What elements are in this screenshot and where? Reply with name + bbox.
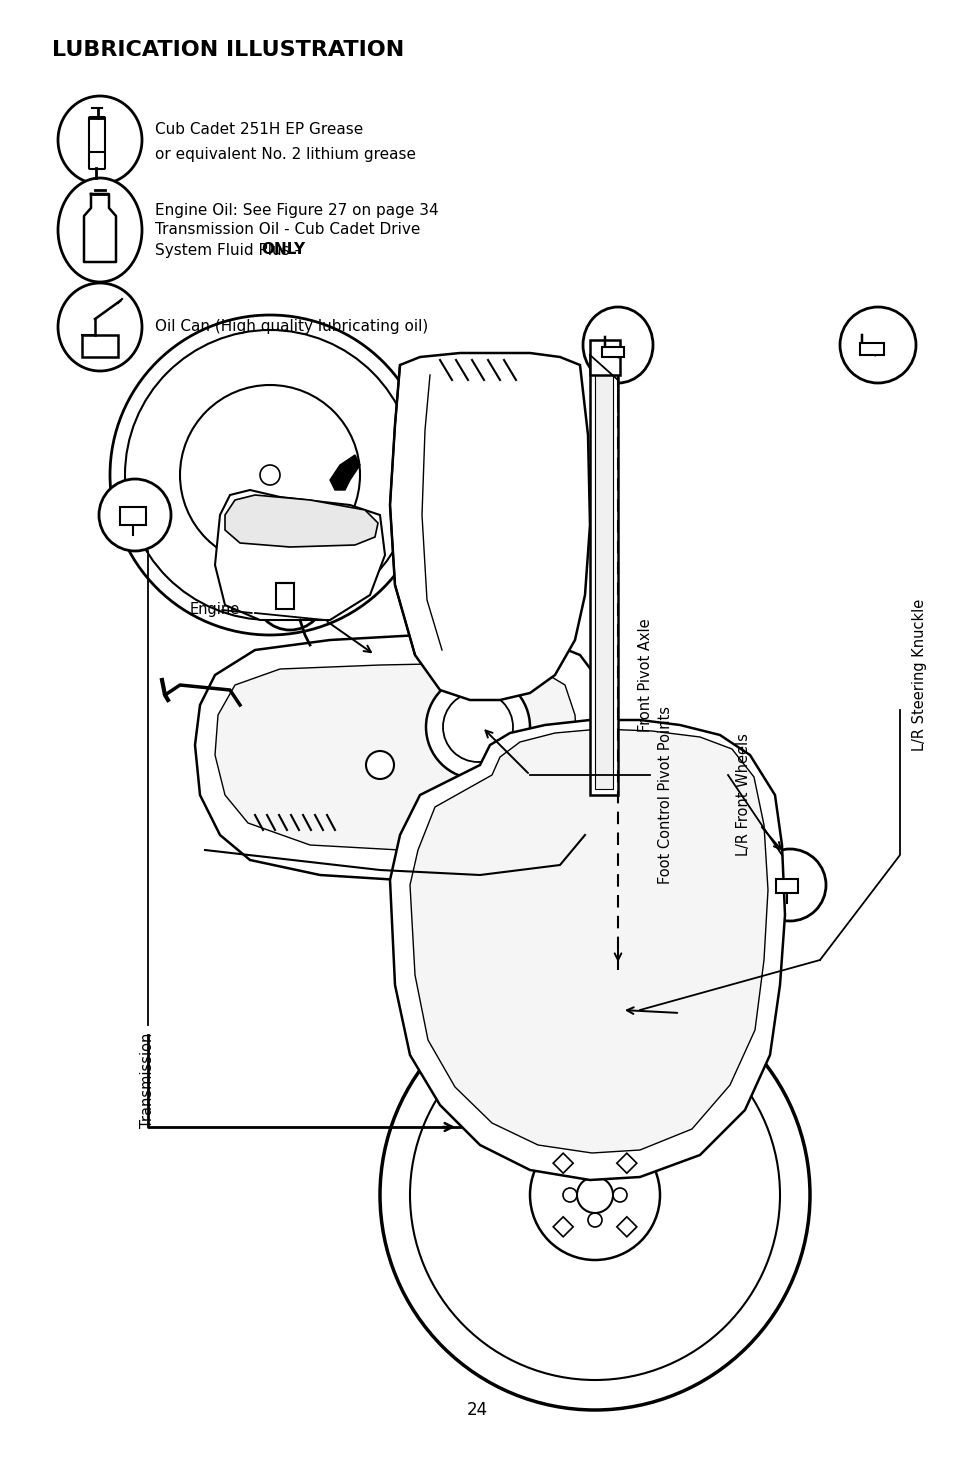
Bar — [82, 335, 118, 357]
Polygon shape — [214, 662, 578, 850]
Ellipse shape — [582, 307, 652, 384]
Circle shape — [410, 1010, 780, 1381]
Circle shape — [587, 1162, 601, 1177]
Text: Foot Control Pivot Points: Foot Control Pivot Points — [658, 707, 672, 884]
Circle shape — [379, 979, 809, 1410]
Text: Cub Cadet 251H EP Grease: Cub Cadet 251H EP Grease — [154, 122, 363, 137]
Text: or equivalent No. 2 lithium grease: or equivalent No. 2 lithium grease — [154, 148, 416, 162]
Text: 24: 24 — [466, 1401, 487, 1419]
Text: Oil Can (High quality lubricating oil): Oil Can (High quality lubricating oil) — [154, 320, 428, 335]
Circle shape — [506, 445, 542, 481]
Circle shape — [587, 1212, 601, 1227]
Bar — [595, 358, 613, 789]
Text: LUBRICATION ILLUSTRATION: LUBRICATION ILLUSTRATION — [52, 40, 404, 60]
Polygon shape — [390, 720, 784, 1180]
Circle shape — [254, 560, 325, 630]
Circle shape — [110, 316, 430, 636]
Circle shape — [530, 1130, 659, 1260]
Text: Transmission Oil - Cub Cadet Drive: Transmission Oil - Cub Cadet Drive — [154, 223, 420, 237]
Polygon shape — [330, 454, 359, 490]
Circle shape — [366, 751, 394, 779]
Ellipse shape — [58, 178, 142, 282]
Ellipse shape — [753, 850, 825, 920]
Circle shape — [577, 1177, 613, 1212]
Text: L/R Steering Knuckle: L/R Steering Knuckle — [911, 599, 926, 751]
Text: System Fluid Plus -: System Fluid Plus - — [154, 242, 305, 258]
Bar — [120, 507, 146, 525]
Polygon shape — [390, 353, 589, 701]
Text: ONLY: ONLY — [261, 242, 305, 258]
Polygon shape — [225, 496, 377, 547]
Bar — [589, 355, 618, 795]
Ellipse shape — [99, 479, 171, 552]
Polygon shape — [194, 636, 599, 881]
Circle shape — [613, 1187, 626, 1202]
Circle shape — [125, 330, 415, 620]
Circle shape — [180, 385, 359, 565]
Circle shape — [432, 518, 547, 633]
Bar — [775, 879, 797, 892]
Bar — [589, 341, 619, 375]
Bar — [275, 583, 294, 609]
Bar — [601, 347, 623, 357]
Circle shape — [442, 692, 513, 763]
Text: L/R Front Wheels: L/R Front Wheels — [735, 733, 750, 857]
Ellipse shape — [58, 283, 142, 372]
Circle shape — [426, 676, 530, 779]
FancyBboxPatch shape — [89, 117, 105, 170]
Circle shape — [417, 503, 561, 648]
Circle shape — [260, 465, 280, 485]
Circle shape — [562, 1187, 577, 1202]
Bar — [859, 344, 883, 355]
Text: Engine: Engine — [190, 602, 240, 618]
Ellipse shape — [840, 307, 915, 384]
Text: Transmission: Transmission — [140, 1032, 155, 1128]
Polygon shape — [214, 490, 385, 620]
Text: Engine Oil: See Figure 27 on page 34: Engine Oil: See Figure 27 on page 34 — [154, 202, 438, 217]
Text: Front Pivot Axle: Front Pivot Axle — [638, 618, 652, 732]
Polygon shape — [410, 729, 767, 1153]
Ellipse shape — [58, 96, 142, 184]
